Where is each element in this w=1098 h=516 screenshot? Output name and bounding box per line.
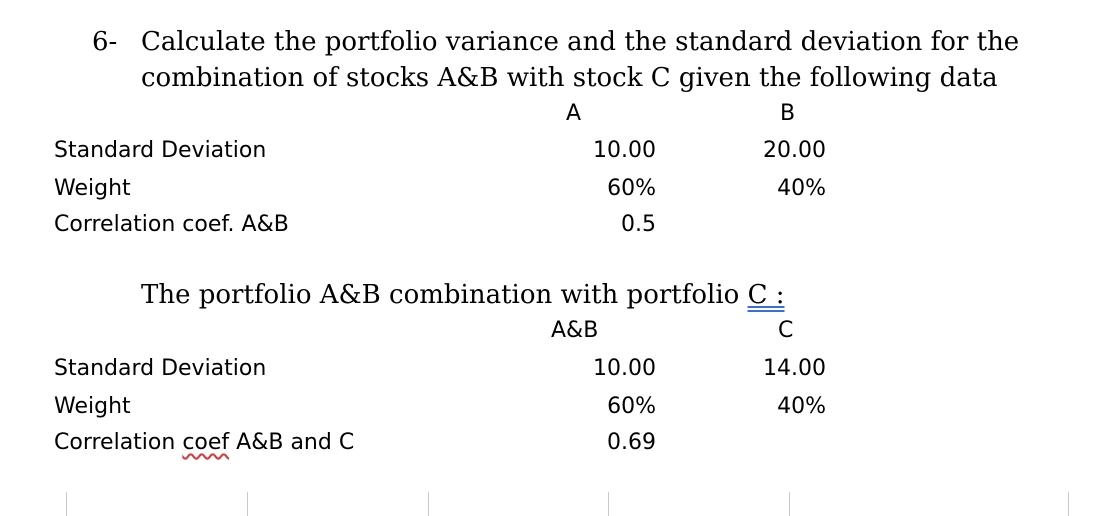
ruler-tick: [789, 492, 790, 516]
table2-row-label-suffix: A&B and C: [229, 430, 355, 455]
question-text-line-1: Calculate the portfolio variance and the…: [141, 27, 1020, 57]
table2-column-header-c: C: [778, 318, 794, 343]
table2-cell-ab: 10.00: [593, 356, 656, 381]
table1-cell-a: 60%: [607, 176, 656, 201]
ruler-tick: [608, 492, 609, 516]
table2-cell-ab: 60%: [607, 394, 656, 419]
table1-cell-a: 10.00: [593, 138, 656, 163]
table1-cell-b: 40%: [777, 176, 826, 201]
table1-row-label: Weight: [54, 176, 131, 201]
table1-column-header-b: B: [780, 101, 796, 126]
table1-cell-a: 0.5: [621, 212, 656, 237]
section2-heading-portfolio-c: C :: [747, 280, 785, 310]
table2-row-label: Correlation coef A&B and C: [54, 430, 354, 455]
section2-heading: The portfolio A&B combination with portf…: [141, 280, 784, 310]
table2-row-label: Standard Deviation: [54, 356, 267, 381]
table2-column-header-ab: A&B: [551, 318, 599, 343]
table1-cell-b: 20.00: [763, 138, 826, 163]
table2-row-label: Weight: [54, 394, 131, 419]
ruler-tick: [247, 492, 248, 516]
table2-cell-ab: 0.69: [607, 430, 656, 455]
ruler-tick: [428, 492, 429, 516]
table2-cell-c: 14.00: [763, 356, 826, 381]
table1-row-label: Standard Deviation: [54, 138, 267, 163]
table1-row-label: Correlation coef. A&B: [54, 212, 289, 237]
spellcheck-flagged-word[interactable]: coef: [182, 430, 230, 455]
ruler-tick: [1068, 492, 1069, 516]
section2-heading-text: The portfolio A&B combination with portf…: [141, 280, 748, 310]
table2-cell-c: 40%: [777, 394, 826, 419]
table1-column-header-a: A: [566, 101, 582, 126]
ruler-tick: [66, 492, 67, 516]
question-text-line-2: combination of stocks A&B with stock C g…: [141, 63, 998, 93]
question-number: 6-: [92, 27, 118, 57]
table2-row-label-prefix: Correlation: [54, 430, 183, 455]
